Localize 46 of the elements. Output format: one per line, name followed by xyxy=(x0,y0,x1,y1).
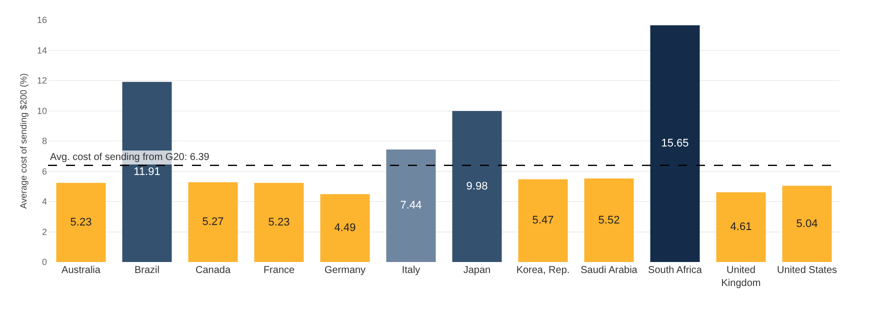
bar xyxy=(188,182,238,262)
y-tick-label: 4 xyxy=(42,196,47,207)
data-label: 5.47 xyxy=(532,214,554,227)
data-label: 7.44 xyxy=(400,200,422,212)
y-axis-title: Average cost of sending $200 (%) xyxy=(18,73,28,209)
bar xyxy=(386,149,436,262)
y-tick-label: 16 xyxy=(36,15,47,26)
bar xyxy=(254,182,304,262)
bar xyxy=(716,192,766,262)
y-tick-label: 0 xyxy=(42,257,47,268)
data-label: 11.91 xyxy=(134,166,160,178)
data-label: 4.49 xyxy=(334,222,356,234)
y-tick-label: 10 xyxy=(36,106,47,116)
data-label: 5.04 xyxy=(796,218,818,230)
x-tick-label: France xyxy=(263,265,295,276)
ref-line-label: Avg. cost of sending from G20: 6.39 xyxy=(50,152,210,163)
x-tick-label: Germany xyxy=(324,265,366,276)
x-tick-label: Korea, Rep. xyxy=(516,265,570,276)
y-tick-label: 14 xyxy=(36,45,47,56)
x-tick-label: Saudi Arabia xyxy=(580,265,638,276)
x-tick-label: Japan xyxy=(463,265,491,276)
x-tick-label: South Africa xyxy=(648,265,702,276)
x-tick-label: Australia xyxy=(62,265,101,276)
x-tick-label: Italy xyxy=(402,265,420,276)
x-tick-label: United Kingdom xyxy=(721,265,761,289)
data-label: 4.61 xyxy=(730,221,752,234)
bar xyxy=(56,182,106,262)
bar xyxy=(650,25,700,262)
data-label: 15.65 xyxy=(661,138,689,150)
y-tick-label: 2 xyxy=(42,226,47,237)
data-label: 5.52 xyxy=(598,214,620,226)
data-label: 9.98 xyxy=(466,180,488,193)
data-label: 5.27 xyxy=(202,216,224,228)
data-label: 5.23 xyxy=(70,216,92,228)
bar xyxy=(518,179,568,262)
bar xyxy=(452,111,502,262)
x-tick-label: Brazil xyxy=(134,265,160,276)
data-label: 5.23 xyxy=(268,216,290,228)
bar xyxy=(584,178,634,262)
bar xyxy=(320,194,370,262)
x-tick-label: United States xyxy=(776,265,838,276)
x-tick-label: Canada xyxy=(195,265,231,276)
bar xyxy=(782,186,832,262)
y-tick-label: 6 xyxy=(42,166,47,176)
y-tick-label: 12 xyxy=(36,76,47,86)
y-tick-label: 8 xyxy=(42,136,47,146)
